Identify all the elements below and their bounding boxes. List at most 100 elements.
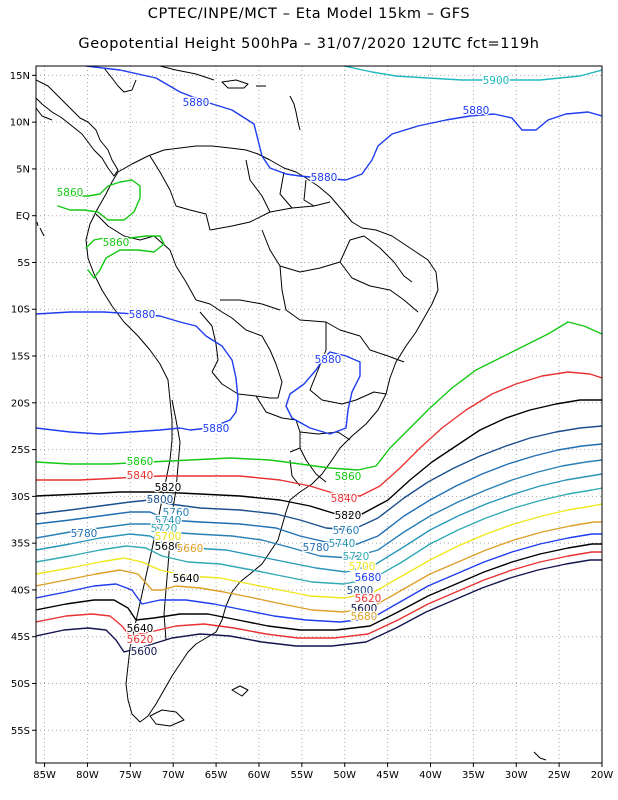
- brazil-states-9: [220, 299, 281, 311]
- contour-label: 5900: [483, 75, 510, 87]
- cuba-island: [159, 66, 215, 81]
- lat-tick-label: 10N: [10, 118, 30, 129]
- contour-label: 5720: [151, 523, 178, 535]
- brazil-states-5: [309, 322, 327, 401]
- lon-tick-label: 75W: [119, 770, 142, 781]
- contour-label: 5860: [127, 456, 154, 468]
- lat-tick-label: 50S: [11, 679, 30, 690]
- galapagos: [36, 221, 45, 237]
- border-ecuador-peru: [95, 213, 155, 241]
- contour-label: 5700: [155, 531, 182, 543]
- lon-tick-label: 60W: [248, 770, 271, 781]
- central-america-coast: [36, 79, 119, 177]
- contour-label: 5880: [463, 105, 490, 117]
- lon-tick-label: 30W: [505, 770, 528, 781]
- contour-5880-north: [85, 66, 602, 181]
- border-paraguay: [255, 395, 301, 453]
- contour-label: 5600: [351, 603, 378, 615]
- contour-label: 5640: [127, 623, 154, 635]
- yucatan-coast: [103, 67, 137, 93]
- contour-5880-closed-brazil: [285, 351, 361, 435]
- hispaniola-island: [221, 79, 249, 89]
- contour-label: 5640: [173, 573, 200, 585]
- brazil-states-1: [261, 229, 341, 273]
- contour-label: 5720: [343, 551, 370, 563]
- contour-5700: [36, 503, 602, 599]
- contour-label: 5880: [183, 97, 210, 109]
- contour-label: 5780: [71, 528, 98, 540]
- lon-tick-label: 65W: [205, 770, 228, 781]
- contour-label: 5860: [335, 471, 362, 483]
- border-guianas: [279, 171, 315, 209]
- axis-ticks: 85W 80W 75W 70W 65W 60W 55W 50W 45W 40W 35W 30W 25W 2…: [10, 71, 614, 781]
- contour-labels: 5900 5880 5880 5880 5860 5860 5880 5880 5880 5860…: [55, 74, 510, 660]
- contour-label: 5680: [155, 541, 182, 553]
- contour-label: 5620: [127, 634, 154, 646]
- contour-5660: [36, 533, 602, 623]
- map-frame: [35, 65, 603, 764]
- border-colombia-peru-brazil: [153, 235, 197, 301]
- lat-tick-label: 5N: [16, 164, 30, 175]
- contour-label: 5800: [147, 494, 174, 506]
- south-america-coast: [85, 145, 439, 723]
- contour-label: 5880: [203, 423, 230, 435]
- lesser-antilles: [289, 95, 301, 131]
- lat-tick-label: 5S: [17, 258, 30, 269]
- coastlines-and-borders: [36, 66, 547, 761]
- lat-tick-label: 35S: [11, 539, 30, 550]
- brazil-states-6: [321, 391, 387, 405]
- lat-tick-label: 40S: [11, 585, 30, 596]
- falkland-islands: [231, 685, 249, 697]
- lat-tick-label: EQ: [16, 211, 30, 222]
- border-chile-argentina: [163, 399, 181, 641]
- contour-5900: [343, 66, 602, 81]
- contour-label: 5740: [329, 538, 356, 550]
- border-brazil-north: [209, 201, 331, 231]
- tierra-del-fuego: [149, 709, 185, 727]
- border-bolivia-south: [211, 371, 278, 399]
- lon-tick-label: 35W: [462, 770, 485, 781]
- contour-label: 5840: [127, 470, 154, 482]
- lon-tick-label: 55W: [291, 770, 314, 781]
- border-bolivia-brazil: [231, 317, 283, 399]
- contour-5860-a: [57, 179, 141, 221]
- brazil-states-8: [339, 235, 413, 283]
- contour-lines: [36, 66, 602, 653]
- contour-label: 5820: [335, 510, 362, 522]
- lat-tick-label: 25S: [11, 445, 30, 456]
- lat-lon-grid: [36, 66, 602, 763]
- contour-label: 5880: [315, 354, 342, 366]
- lat-tick-label: 30S: [11, 492, 30, 503]
- contour-5760: [36, 459, 602, 559]
- contour-label: 5660: [177, 543, 204, 555]
- border-colombia-venezuela: [149, 155, 211, 231]
- contour-label: 5700: [349, 561, 376, 573]
- contour-label: 5800: [347, 585, 374, 597]
- brazil-states-3: [279, 265, 361, 337]
- contour-label: 5880: [311, 172, 338, 184]
- contour-label: 5740: [155, 515, 182, 527]
- contour-label: 5620: [355, 593, 382, 605]
- contour-label: 5760: [333, 525, 360, 537]
- lat-tick-label: 15N: [10, 71, 30, 82]
- contour-5880-southwest: [36, 311, 239, 435]
- title-line-2: Geopotential Height 500hPa – 31/07/2020 …: [78, 36, 540, 52]
- lon-tick-label: 20W: [591, 770, 614, 781]
- contour-label: 5880: [129, 309, 156, 321]
- border-peru-bolivia: [199, 311, 219, 373]
- border-venezuela-guyana: [245, 159, 271, 213]
- mexico-west-coast: [36, 107, 53, 121]
- contour-5840: [36, 371, 602, 497]
- contour-label: 5840: [331, 493, 358, 505]
- lat-tick-label: 45S: [11, 632, 30, 643]
- title-line-1: CPTEC/INPE/MCT – Eta Model 15km – GFS: [147, 6, 471, 22]
- lon-tick-label: 45W: [376, 770, 399, 781]
- contour-label: 5680: [355, 572, 382, 584]
- contour-label: 5600: [131, 646, 158, 658]
- contour-5860-south: [36, 321, 602, 471]
- lat-tick-label: 10S: [11, 305, 30, 316]
- contour-5780: [36, 443, 602, 547]
- contour-label: 5780: [303, 542, 330, 554]
- contour-5640: [36, 543, 602, 631]
